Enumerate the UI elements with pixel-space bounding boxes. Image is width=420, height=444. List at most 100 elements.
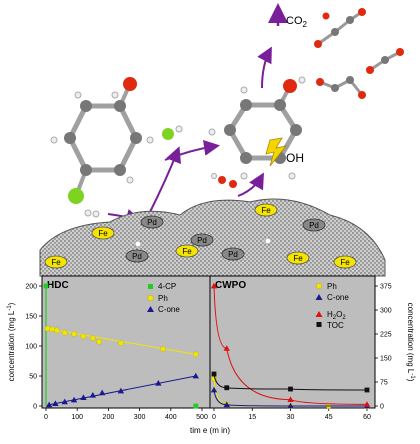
hdc-point-cone [52,400,59,406]
hdc-point-ph [118,340,124,346]
fe-label: Fe [293,254,303,263]
cwpo-marks: 0 15 30 45 60 0 75 150 225 300 375 [210,282,392,421]
cwpo-point-h2o2 [287,396,294,402]
pd-label: Pd [228,250,238,259]
cwpo-point-cone [223,401,230,408]
hdc-point-ph [61,329,68,336]
hdc-point-cone [117,387,125,394]
hdc-y-tick-label: 100 [25,344,37,351]
hdc-point-cone [98,389,106,396]
cwpo-point-toc [211,371,217,377]
hdc-marks: 0 100 200 300 400 500 0 50 100 150 200 [25,284,208,422]
cwpo-point-h2o2 [223,345,230,351]
cwpo-fit-curve-h2o2 [213,285,368,405]
pd-label: Pd [197,236,207,245]
legend-label-h2o2: H2O2 [327,310,346,321]
axis-titles: tim e (m in) concentration (mg L-1) conc… [7,302,415,435]
legend-label-cone: C-one [158,305,180,314]
cwpo-x-tick-label: 45 [325,414,333,421]
fe-label: Fe [182,247,192,256]
x-axis-title: tim e (m in) [190,426,230,435]
reaction-scheme: CO2 [39,3,404,277]
fe-label: Fe [98,229,108,238]
cwpo-point-toc [288,386,293,392]
hdc-point-ph [44,325,51,332]
legend-label-toc: TOC [327,321,344,330]
chloride-ion [162,128,174,140]
hdc-point-cone [61,398,68,405]
y-axis-left-title: concentration (mg L-1) [7,302,16,381]
peroxide-h-atom [211,173,217,179]
hdc-point-ph [49,326,56,333]
hdc-point-cone [192,372,199,379]
legend-label-cone: C-one [327,293,349,302]
product-atoms [314,8,404,99]
pd-particles [125,215,326,263]
hdc-point-cone [155,380,162,386]
arrow-to-co2 [257,46,272,89]
cwpo-legend: Ph C-one H2O2 TOC [315,282,349,330]
hdc-point-4cp [193,403,199,409]
y-axis-right-title: concentration (mg L-1) [406,303,415,382]
hydrogen-atom [84,209,92,217]
oh-radical-label: OH [286,151,304,165]
hdc-point-ph [71,331,77,337]
cwpo-y-tick-label: 75 [380,380,388,387]
pd-labels: Pd Pd Pd Pd Pd [132,218,319,261]
fe-labels: Fe Fe Fe Fe Fe Fe [51,206,350,267]
legend-label-ph: Ph [327,282,337,291]
chlorophenol-molecule [50,77,154,204]
hdc-point-cone [45,401,53,408]
cwpo-plot-bg [209,275,376,409]
hdc-x-tick-label: 100 [71,414,83,421]
fe-label: Fe [51,258,61,267]
legend-marker-ph [147,294,154,302]
cwpo-point-toc [364,387,370,393]
cwpo-y-tick-label: 225 [380,332,392,339]
pd-label: Pd [309,221,319,230]
hdc-title: HDC [47,280,69,291]
cwpo-point-cone [210,386,218,393]
legend-marker-cone [315,294,323,300]
cwpo-y-tick-label: 300 [380,308,392,315]
cwpo-point-h2o2 [210,282,218,289]
hdc-x-tick-label: 500 [196,414,208,421]
legend-marker-ph [315,282,323,290]
charts-area: HDC CWPO 4-CP Ph C-one Ph C-one H2O2 TOC… [7,275,415,435]
peroxide-atom-2 [229,180,237,188]
cwpo-fit-curve-cone [213,389,367,407]
hdc-x-tick-label: 300 [134,414,146,421]
hdc-y-tick-label: 50 [29,374,37,381]
hdc-point-ph [80,333,87,340]
phenol-molecule [208,76,306,180]
hdc-point-cone [70,396,78,403]
legend-marker-cone [147,306,154,312]
legend-marker-toc [316,322,322,327]
hdc-x-tick-label: 200 [103,414,115,421]
pd-label: Pd [147,218,157,227]
cwpo-point-cone [287,402,294,409]
hdc-point-4cp [43,283,49,289]
hdc-y-tick-label: 200 [25,284,37,291]
hdc-point-ph [96,338,102,345]
fe-particles [44,203,357,269]
arrow-oh [237,172,264,197]
cwpo-y-tick-label: 150 [380,356,392,363]
product-molecules [317,10,401,96]
hdc-point-cone [89,392,96,398]
cwpo-y-tick-label: 375 [380,284,392,291]
hdc-y-tick-label: 0 [33,404,37,411]
cwpo-x-tick-label: 60 [363,414,371,421]
cwpo-point-toc [224,385,230,391]
fe-label: Fe [261,206,271,215]
hdc-point-ph [192,351,199,358]
hydrogen-atom-2 [92,210,100,218]
legend-marker-4cp [148,284,153,289]
hdc-x-tick-label: 0 [44,414,48,421]
cwpo-title: CWPO [215,280,246,291]
chloride-h-atom [175,125,183,133]
hdc-y-tick-label: 150 [25,314,37,321]
arrow-dechlorination [149,146,181,213]
